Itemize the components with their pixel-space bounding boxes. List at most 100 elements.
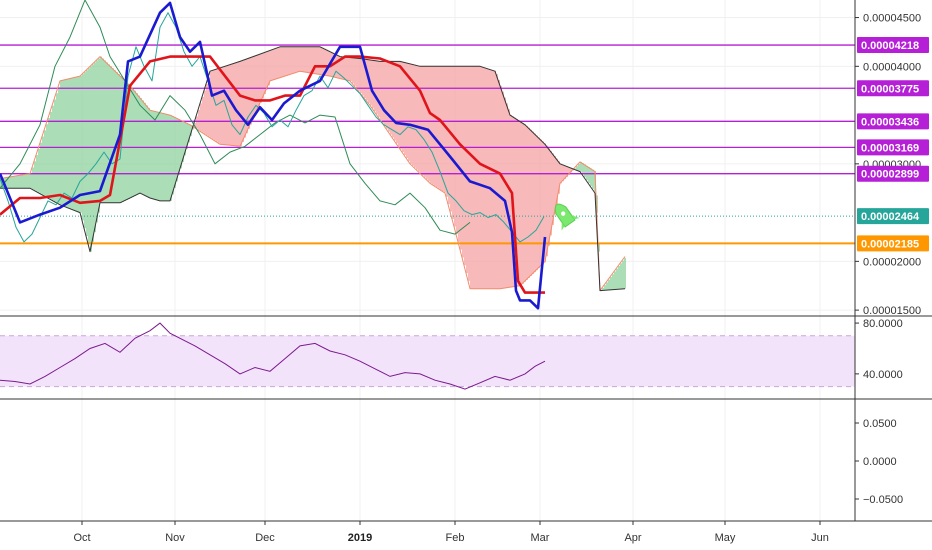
cloud-segment [472,66,474,289]
cloud-segment [112,68,114,203]
cloud-segment [528,127,530,278]
cloud-segment [298,46,300,72]
cloud-segment [420,66,422,174]
cloud-segment [114,70,116,203]
cloud-segment [128,83,130,199]
cloud-segment [66,79,68,208]
cloud-segment [450,66,452,212]
cloud-segment [350,57,352,81]
cloud-segment [598,243,600,252]
cloud-segment [394,61,396,141]
cloud-segment [608,279,610,290]
price-axis[interactable]: 0.000045000.000040000.000030000.00002000… [855,13,921,506]
cloud-segment [462,66,464,258]
cloud-segment [134,90,136,197]
cloud-segment [534,133,536,273]
price-tag-label: 0.00002899 [861,169,919,181]
cloud-segment [418,65,420,172]
cloud-segment [516,118,518,287]
cloud-segment [312,46,314,74]
cloud-segment [514,117,516,287]
cloud-segment [12,176,14,189]
cloud-segment [60,80,62,205]
cloud-segment [218,68,220,144]
cloud-segment [240,61,242,147]
cloud-segment [442,66,444,192]
cloud-segment [78,76,80,212]
cloud-segment [24,174,26,189]
time-axis[interactable]: Oct Nov Dec 2019 Feb Mar Apr May Jun [73,521,829,544]
cloud-segment [556,158,558,205]
cloud-segment [372,60,374,109]
cloud-segment [168,114,170,201]
cloud-segment [458,66,460,242]
cloud-segment [460,66,462,250]
cloud-segment [282,46,284,78]
cloud-segment [324,48,326,76]
cloud-segment [596,195,598,213]
cloud-segment [254,56,256,116]
cloud-segment [148,107,150,197]
cloud-segment [524,124,526,282]
cloud-segment [354,57,356,86]
cloud-segment [382,61,384,123]
cloud-segment [466,66,468,274]
cloud-segment [314,46,316,74]
cloud-segment [18,175,20,189]
cloud-segment [0,178,2,189]
cloud-segment [146,105,148,197]
cloud-segment [322,47,324,75]
cloud-segment [342,56,344,79]
price-tag [857,165,929,182]
cloud-segment [352,57,354,84]
cloud-segment [136,93,138,196]
cloud-segment [22,174,24,189]
cloud-segment [276,48,278,79]
cloud-segment [144,102,146,196]
cloud-segment [392,61,394,138]
cloud-segment [484,67,486,289]
cloud-segment [616,268,618,290]
cloud-segment [412,64,414,166]
cloud-segment [126,81,128,200]
cloud-segment [164,113,166,201]
time-tick-label: Oct [73,532,90,544]
cloud-segment [346,57,348,80]
price-tag-label: 0.00003169 [861,142,919,154]
cloud-segment [546,145,548,257]
cloud-segment [180,119,182,169]
cloud-segment [248,58,250,129]
cloud-segment [564,165,566,180]
cloud-segment [296,46,298,73]
cloud-segment [286,46,288,76]
cloud-segment [538,137,540,269]
pane-separators [0,0,932,522]
cloud-segment [552,153,554,225]
cloud-segment [500,85,502,289]
cloud-segment [106,62,108,203]
price-tag-label: 0.00004218 [861,40,919,52]
oscillator-band [0,335,855,387]
time-tick-label: Feb [446,532,465,544]
cloud-segment [544,143,546,263]
cloud-segment [138,95,140,195]
cloud-segment [386,61,388,129]
cloud-segment [86,70,88,237]
cloud-segment [284,46,286,77]
cloud-segment [558,161,560,194]
cloud-segment [290,46,292,75]
cloud-segment [154,111,156,200]
cloud-segment [228,65,230,146]
cloud-segment [454,66,456,227]
cloud-segment [208,77,210,137]
cloud-segment [96,60,98,223]
cloud-segment [110,66,112,203]
cloud-segment [338,55,340,79]
cloud-segment [348,57,350,81]
cloud-segment [58,87,60,204]
cloud-segment [52,105,54,201]
cloud-segment [494,70,496,289]
cloud-segment [170,115,172,201]
cloud-segment [160,112,162,201]
